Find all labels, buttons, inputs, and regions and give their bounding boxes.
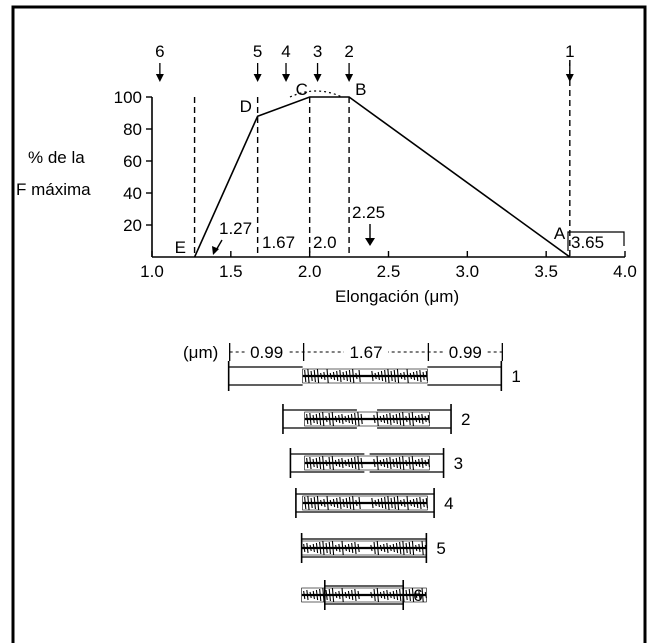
curve-point-label: B xyxy=(355,80,366,99)
x-tick-label: 4.0 xyxy=(613,262,637,281)
thick-filament xyxy=(302,495,428,511)
length-marker-label: 1 xyxy=(565,42,574,61)
annotation-2-25-arrowhead xyxy=(365,238,375,246)
sarcomere-row-label: 5 xyxy=(436,539,445,558)
length-marker-arrowhead xyxy=(155,74,164,82)
length-marker-arrowhead xyxy=(253,74,262,82)
sarcomere-row-label: 4 xyxy=(444,494,453,513)
x-tick-label: 1.0 xyxy=(140,262,164,281)
length-marker-arrowhead xyxy=(345,74,354,82)
x-tick-label: 2.5 xyxy=(377,262,401,281)
sarcomere-row: 4 xyxy=(295,488,454,518)
x-axis-ticks: 1.0 1.5 2.0 2.5 3.0 3.5 4.0 xyxy=(140,251,637,281)
length-marker-arrowhead xyxy=(282,74,291,82)
dimension-label: 1.67 xyxy=(349,343,382,362)
x-axis-label: Elongación (μm) xyxy=(335,287,459,306)
curve-point-label: E xyxy=(175,238,186,257)
length-marker-label: 2 xyxy=(344,42,353,61)
y-axis-ticks: 20 40 60 80 100 xyxy=(114,88,152,235)
length-marker-label: 6 xyxy=(155,42,164,61)
annotation-2-25: 2.25 xyxy=(352,203,385,222)
sarcomere-row: 1 xyxy=(227,361,521,391)
sarcomere-row: 6 xyxy=(301,580,427,610)
x-tick-label: 1.5 xyxy=(219,262,243,281)
length-marker-label: 5 xyxy=(253,42,262,61)
thick-filament xyxy=(304,455,430,471)
sarcomere-rows: 1 2 3 4 5 6 xyxy=(227,361,521,610)
y-tick-label: 80 xyxy=(123,120,142,139)
sarcomere-row-label: 6 xyxy=(413,586,422,605)
thick-filament xyxy=(302,368,428,384)
y-tick-label: 20 xyxy=(123,216,142,235)
dimension-line: 0.99 1.67 0.99 xyxy=(229,342,503,362)
annotation-1-27: 1.27 xyxy=(219,219,252,238)
length-markers: 1 2 3 45 6 xyxy=(155,42,575,82)
x-tick-label: 2.0 xyxy=(298,262,322,281)
thick-filament xyxy=(301,587,427,603)
dimension-label: 0.99 xyxy=(449,343,482,362)
sarcomere-row-label: 1 xyxy=(511,367,520,386)
annotation-1-67: 1.67 xyxy=(262,233,295,252)
figure-frame xyxy=(11,5,647,643)
y-tick-label: 100 xyxy=(114,88,142,107)
curve-point-labels: E D C B A xyxy=(175,80,566,257)
dimension-label-bg xyxy=(443,342,488,360)
x-tick-label: 3.5 xyxy=(534,262,558,281)
sarcomere-row: 5 xyxy=(300,533,446,563)
curve-point-label: A xyxy=(554,224,566,243)
annotation-3-65-bracket xyxy=(567,231,625,251)
annotation-3-65: 3.65 xyxy=(571,233,604,252)
y-tick-label: 40 xyxy=(123,184,142,203)
x-tick-label: 3.0 xyxy=(456,262,480,281)
length-marker-label: 3 xyxy=(313,42,322,61)
dashed-guide-lines xyxy=(193,60,571,257)
length-marker-arrowhead xyxy=(313,74,322,82)
length-marker-arrowhead xyxy=(565,74,574,82)
annotation-1-27-arrowhead xyxy=(212,246,219,255)
dimension-label-bg xyxy=(244,342,289,360)
length-tension-curve xyxy=(193,96,571,258)
curve-point-label: D xyxy=(240,97,252,116)
y-axis-label-line-2: F máxima xyxy=(16,180,91,199)
y-axis-label-line-1: % de la xyxy=(28,148,85,167)
sarcomere-row: 2 xyxy=(282,404,471,434)
annotation-2-0: 2.0 xyxy=(313,233,337,252)
sarcomere-row-label: 3 xyxy=(454,454,463,473)
plateau-arc xyxy=(289,90,343,98)
dimension-label-bg xyxy=(344,342,388,360)
dimension-label: 0.99 xyxy=(250,343,283,362)
thick-filament xyxy=(304,411,430,427)
unit-label: (μm) xyxy=(183,343,218,362)
thick-filament xyxy=(301,540,427,556)
curve-point-label: C xyxy=(296,80,308,99)
length-marker-label: 4 xyxy=(281,42,290,61)
sarcomere-row-label: 2 xyxy=(461,410,470,429)
y-tick-label: 60 xyxy=(123,152,142,171)
sarcomere-row: 3 xyxy=(289,448,463,478)
